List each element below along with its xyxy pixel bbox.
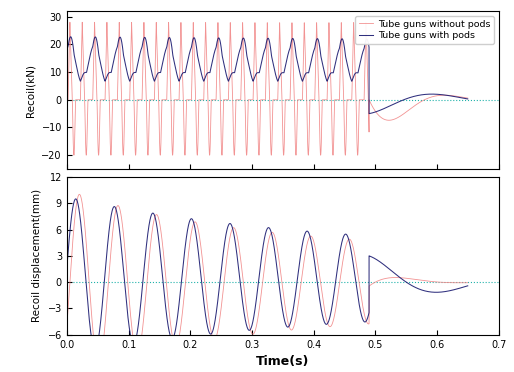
Tube guns with pods	[366, 111, 372, 116]
Tube guns with pods	[117, 35, 123, 39]
Tube guns without pods	[465, 96, 471, 100]
X-axis label: Time(s): Time(s)	[256, 355, 309, 368]
Tube guns without pods	[67, 20, 73, 25]
Tube guns with pods	[249, 76, 255, 81]
Tube guns without pods	[71, 153, 77, 157]
Tube guns with pods	[64, 48, 70, 52]
Tube guns without pods	[246, 97, 252, 102]
Legend: Tube guns without pods, Tube guns with pods: Tube guns without pods, Tube guns with p…	[355, 16, 494, 44]
Y-axis label: Recoil(kN): Recoil(kN)	[26, 64, 36, 116]
Line: Tube guns with pods: Tube guns with pods	[67, 37, 468, 113]
Tube guns without pods	[117, 42, 123, 47]
Tube guns without pods	[64, 97, 70, 102]
Tube guns with pods	[465, 97, 471, 101]
Line: Tube guns without pods: Tube guns without pods	[67, 22, 468, 155]
Y-axis label: Recoil displacement(mm): Recoil displacement(mm)	[32, 189, 42, 323]
Tube guns without pods	[123, 97, 129, 102]
Tube guns with pods	[123, 65, 129, 69]
Tube guns without pods	[431, 94, 437, 99]
Tube guns with pods	[246, 64, 252, 69]
Tube guns with pods	[201, 76, 208, 81]
Tube guns with pods	[431, 92, 437, 96]
Tube guns without pods	[201, 53, 208, 58]
Tube guns with pods	[67, 35, 74, 39]
Tube guns without pods	[249, 97, 255, 102]
